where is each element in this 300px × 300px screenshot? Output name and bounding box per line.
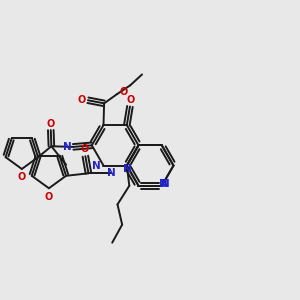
Text: O: O	[78, 94, 86, 105]
Text: O: O	[126, 94, 135, 105]
Text: O: O	[81, 144, 89, 154]
Text: O: O	[45, 192, 53, 202]
Text: N: N	[159, 179, 168, 189]
Text: N: N	[63, 142, 72, 152]
Text: O: O	[18, 172, 26, 182]
Text: O: O	[119, 88, 128, 98]
Text: N: N	[160, 179, 169, 189]
Text: N: N	[107, 168, 116, 178]
Text: O: O	[46, 119, 55, 129]
Text: N: N	[123, 164, 132, 174]
Text: N: N	[92, 160, 101, 170]
